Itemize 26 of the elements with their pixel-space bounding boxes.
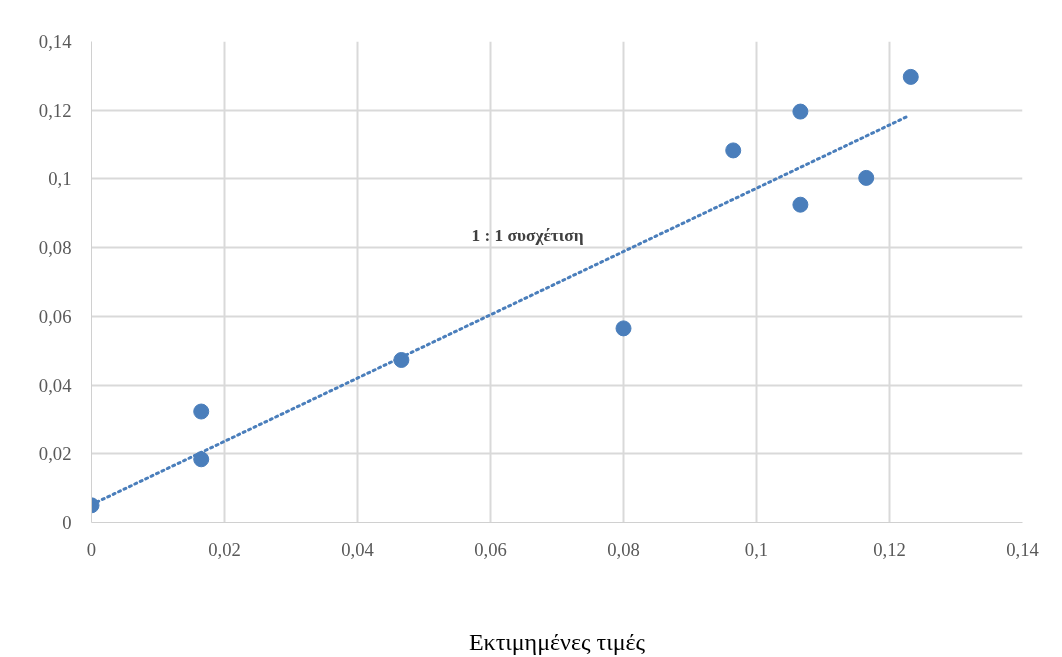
x-axis-title: Εκτιμημένες τιμές (468, 628, 646, 655)
point (193, 403, 210, 420)
x-tick-label: 0,12 (873, 538, 906, 560)
point (615, 320, 632, 337)
y-tick-label: 0,08 (38, 237, 72, 259)
y-tick-label: 0,1 (48, 168, 72, 190)
x-tick-label: 0,14 (1006, 538, 1040, 560)
x-tick-label: 0 (86, 538, 97, 560)
y-tick-label: 0,04 (38, 374, 73, 396)
x-tick-label: 0,02 (208, 538, 241, 560)
y-tick-label: 0,14 (38, 31, 73, 52)
point (193, 451, 210, 468)
x-tick-label: 0,1 (744, 538, 769, 560)
x-tick-label: 0,04 (341, 538, 375, 560)
point (792, 196, 809, 213)
point (902, 68, 919, 85)
point (858, 169, 875, 186)
y-tick-label: 0,02 (38, 443, 72, 465)
y-tick-label: 0,12 (38, 99, 72, 121)
point (792, 103, 809, 120)
y-tick-label: 0 (62, 512, 72, 533)
point (725, 142, 742, 159)
annotation: 1 : 1 συσχέτιση (471, 226, 584, 245)
y-tick-label: 0,06 (38, 305, 72, 327)
x-tick-label: 0,08 (607, 538, 640, 560)
x-tick-label: 0,06 (474, 538, 507, 560)
